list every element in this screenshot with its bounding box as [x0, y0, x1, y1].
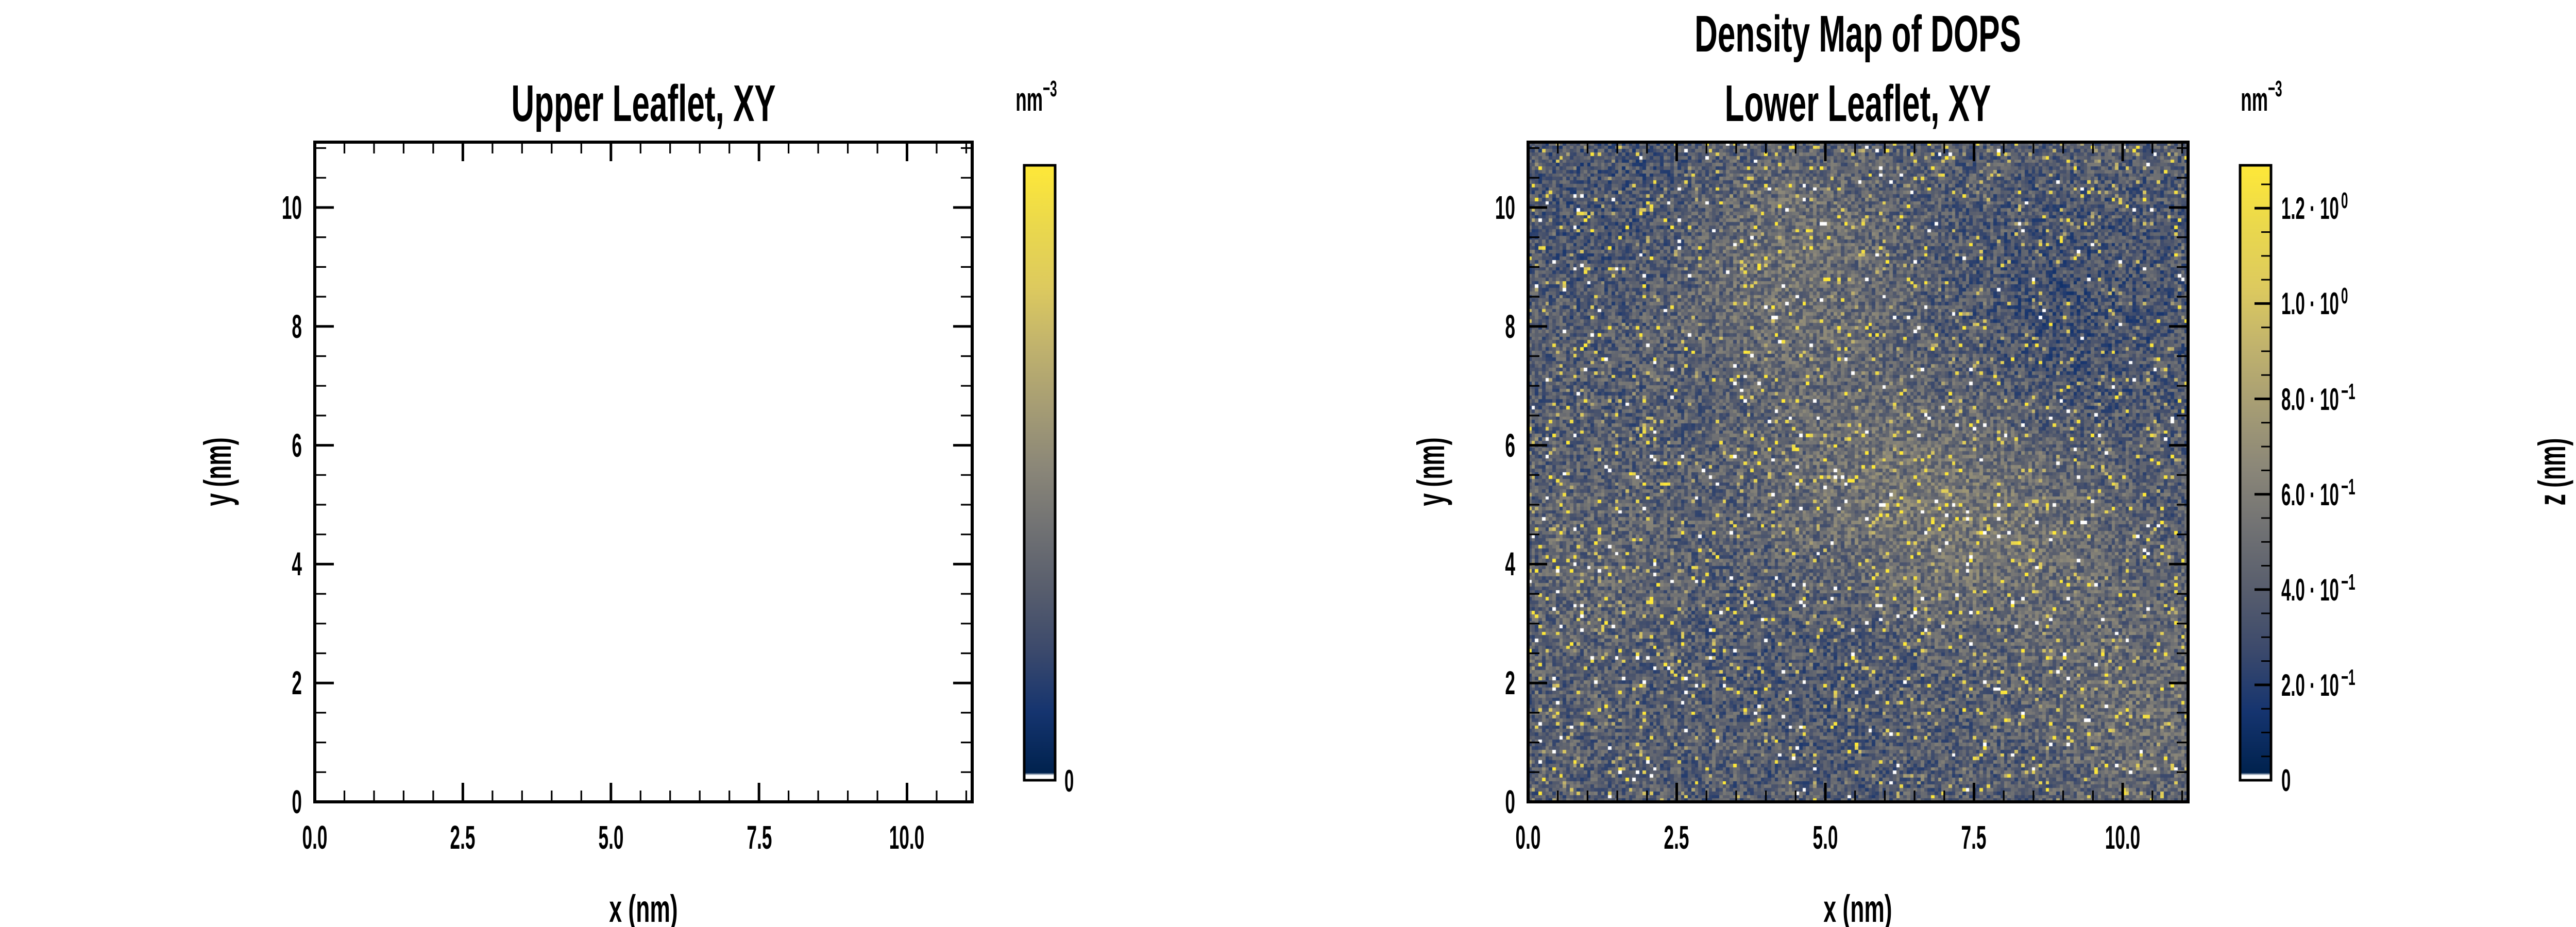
- panel2-ytick: 2: [1505, 664, 1515, 701]
- panel2-colorbar-label: 8.0 · 10: [2281, 383, 2339, 417]
- panel2-colorbar-exp: 0: [2341, 283, 2348, 308]
- panel2-xlabel: x (nm): [1823, 887, 1892, 927]
- panel1-xtick: 2.5: [450, 819, 476, 856]
- panel2-colorbar-label: 0: [2281, 764, 2291, 798]
- panel1-xtick: 10.0: [889, 819, 924, 856]
- panel2-ytick: 8: [1505, 308, 1515, 345]
- panel1-xtick: 5.0: [599, 819, 624, 856]
- panel1-ytick: 8: [292, 308, 302, 345]
- panel2-colorbar-label: 2.0 · 10: [2281, 668, 2339, 703]
- panel1-colorbar-unit: nm: [1015, 81, 1043, 118]
- panel2-ytick: 6: [1505, 427, 1515, 464]
- panel2-xtick: 5.0: [1813, 819, 1838, 856]
- panel1-colorbar-label: 0: [1064, 764, 1074, 799]
- spines-and-ticks: [313, 141, 2273, 803]
- panel2-colorbar-label: 4.0 · 10: [2281, 573, 2339, 608]
- panel1-ylabel: y (nm): [196, 437, 239, 506]
- panel2-xtick: 0.0: [1516, 819, 1541, 856]
- panel2-ytick: 0: [1505, 783, 1515, 820]
- panel1-ytick: 10: [282, 189, 302, 226]
- panel2-xtick: 10.0: [2105, 819, 2140, 856]
- panel2-colorbar-label: 6.0 · 10: [2281, 478, 2339, 512]
- panel2-xtick: 7.5: [1961, 819, 1987, 856]
- panel2-colorbar-exp: −1: [2341, 569, 2355, 595]
- panel1-title: Upper Leaflet, XY: [511, 75, 775, 132]
- panel1-ytick: 0: [292, 783, 302, 820]
- panel1-ytick: 4: [292, 545, 302, 582]
- panel1-ytick: 2: [292, 664, 302, 701]
- panel1-xlabel: x (nm): [609, 887, 677, 927]
- panel2-colorbar-exp: −1: [2341, 664, 2355, 690]
- panel2-title-line1: Density Map of DOPS: [1694, 5, 2021, 63]
- panel2-colorbar-exp: 0: [2341, 187, 2348, 213]
- panel2-ytick: 10: [1495, 189, 1515, 226]
- panel2-xtick: 2.5: [1664, 819, 1689, 856]
- lower-leaflet-heatmap: [1528, 142, 2188, 802]
- panel1-ytick: 6: [292, 427, 302, 464]
- panel2-colorbar-label: 1.2 · 10: [2281, 192, 2339, 226]
- panel2-colorbar-label: 1.0 · 10: [2281, 287, 2339, 321]
- panel1-colorbar-unit-exp: −3: [1043, 76, 1057, 101]
- panel1-xtick: 0.0: [302, 819, 328, 856]
- panel1-xtick: 7.5: [747, 819, 772, 856]
- panel2-ytick: 4: [1505, 545, 1515, 582]
- panel2-colorbar-unit: nm: [2241, 81, 2268, 118]
- panel2-ylabel: y (nm): [1410, 437, 1452, 506]
- panel2-colorbar-unit-exp: −3: [2268, 76, 2282, 101]
- panel2-colorbar-exp: −1: [2341, 379, 2355, 404]
- panel2-title-line2: Lower Leaflet, XY: [1725, 75, 1991, 132]
- panel3-ylabel: z (nm): [2531, 438, 2573, 506]
- panel2-colorbar-exp: −1: [2341, 474, 2355, 500]
